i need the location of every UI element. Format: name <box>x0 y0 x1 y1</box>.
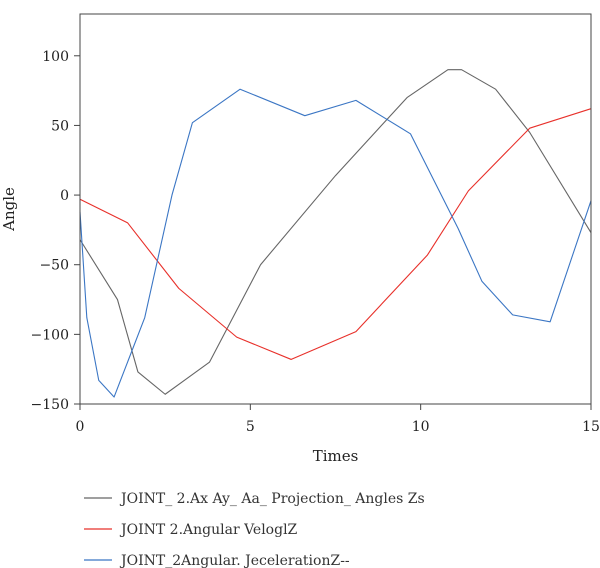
x-axis-label: Times <box>313 447 359 465</box>
legend-label-2: JOINT 2.Angular VeloglZ <box>119 522 298 538</box>
y-axis-label: Angle <box>0 187 18 232</box>
plot-frame <box>79 13 592 405</box>
y-tick-label: 100 <box>42 49 69 65</box>
x-tick-label: 15 <box>582 419 600 435</box>
series-line-2 <box>79 108 592 360</box>
x-tick-label: 10 <box>412 419 430 435</box>
y-tick-label: −100 <box>31 327 69 343</box>
y-tick-label: −50 <box>39 258 69 274</box>
legend-label-3: JOINT_2Angular. JecelerationZ-- <box>119 553 350 568</box>
y-tick-label: −150 <box>31 397 69 413</box>
series-line-1 <box>79 69 592 395</box>
y-tick-label: 0 <box>60 188 69 204</box>
series-line-3 <box>79 88 592 398</box>
legend-label-1: JOINT_ 2.Ax Ay_ Aa_ Projection_ Angles Z… <box>119 491 425 507</box>
x-tick-label: 5 <box>246 419 255 435</box>
y-tick-label: 50 <box>51 118 69 134</box>
x-tick-label: 0 <box>76 419 85 435</box>
